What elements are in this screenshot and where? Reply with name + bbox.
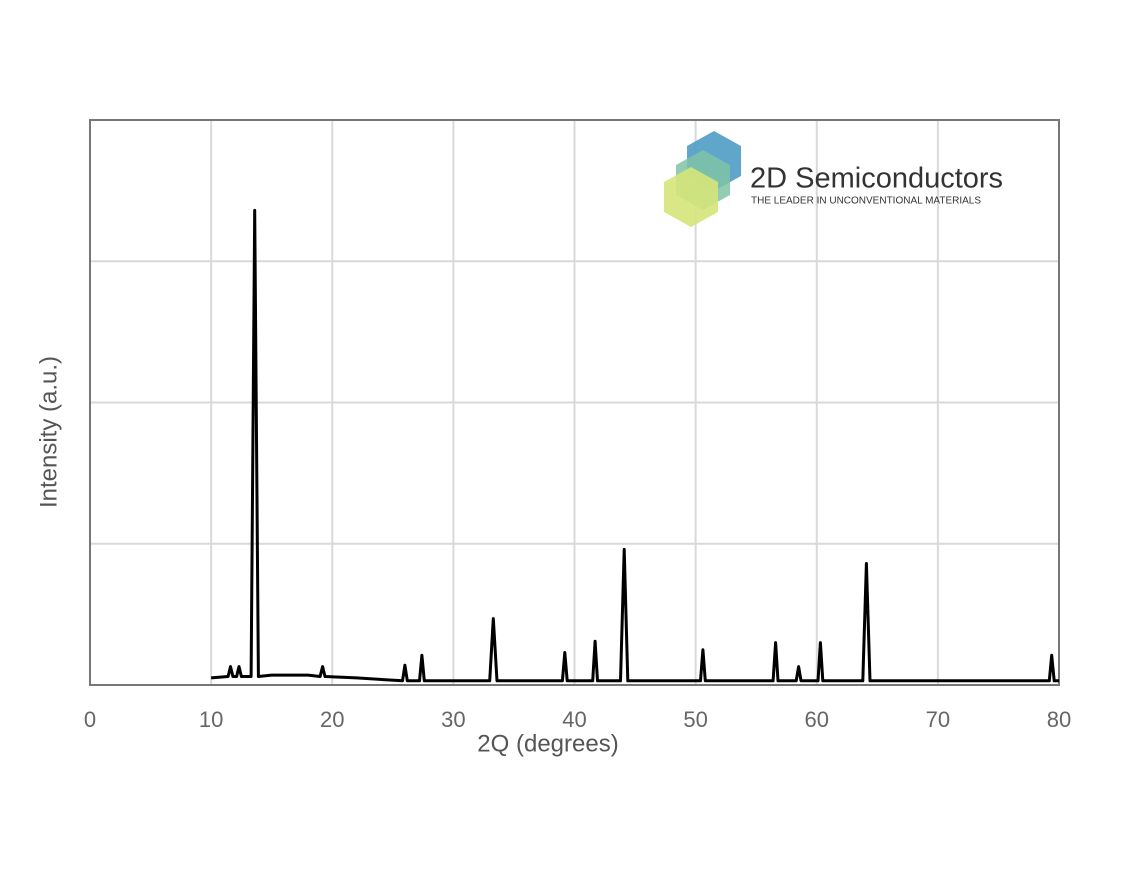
x-tick-label: 10 (199, 707, 223, 732)
logo-hex (664, 167, 718, 227)
logo-name: 2D Semiconductors (750, 163, 1003, 195)
data-line (210, 208, 1059, 683)
x-tick-label: 20 (320, 707, 344, 732)
x-tick-label: 0 (84, 707, 96, 732)
x-tick-label: 40 (562, 707, 586, 732)
y-axis-label: Intensity (a.u.) (35, 356, 62, 508)
x-tick-label: 80 (1047, 707, 1071, 732)
x-axis-label: 2Q (degrees) (477, 730, 618, 757)
plot-border (89, 119, 1060, 686)
x-tick-label: 70 (926, 707, 950, 732)
logo: 2D Semiconductors THE LEADER IN UNCONVEN… (664, 131, 1003, 227)
x-tick-label: 30 (441, 707, 465, 732)
x-tick-label: 60 (805, 707, 829, 732)
plot: 0 10 20 30 40 50 60 70 80 (84, 119, 1071, 732)
x-tick-label: 50 (683, 707, 707, 732)
logo-tagline: THE LEADER IN UNCONVENTIONAL MATERIALS (751, 196, 981, 207)
